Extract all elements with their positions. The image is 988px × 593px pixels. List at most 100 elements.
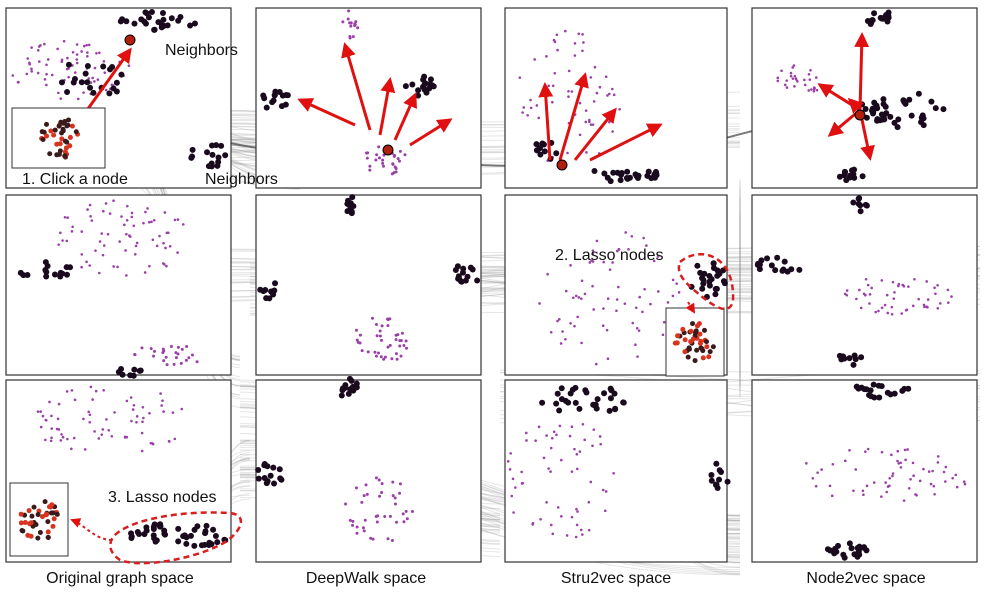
point [545, 501, 548, 504]
point [553, 150, 560, 157]
point [409, 81, 416, 88]
cluster-original-r2-bottom [115, 365, 144, 379]
point [580, 297, 583, 300]
point [374, 158, 378, 162]
cluster-node2vec-r3-bottom [824, 540, 870, 561]
thumbnail-point [26, 508, 32, 514]
cluster-node2vec-r3-top [853, 381, 912, 401]
point [270, 291, 277, 298]
point [345, 390, 352, 397]
point [926, 305, 929, 309]
point [525, 431, 528, 435]
point [551, 532, 555, 536]
point [876, 394, 883, 401]
point [783, 83, 787, 87]
thumbnail-point [696, 321, 702, 327]
point [549, 470, 552, 473]
panel-frame-stru2vec-row1 [504, 7, 728, 189]
point [30, 67, 33, 71]
point [75, 53, 79, 56]
point [805, 462, 808, 465]
point [255, 466, 262, 473]
point [162, 410, 165, 413]
point [574, 535, 578, 539]
point [601, 390, 608, 397]
point [358, 333, 362, 337]
point [666, 301, 670, 304]
point [784, 268, 791, 275]
point [276, 466, 283, 473]
point [708, 276, 715, 283]
point [57, 91, 60, 95]
point [862, 292, 866, 296]
thumbnail-point [66, 117, 72, 123]
point [59, 270, 66, 277]
point [533, 141, 540, 148]
point [756, 266, 763, 273]
point [756, 261, 763, 268]
point [135, 415, 139, 418]
point [607, 395, 614, 402]
point [814, 76, 818, 79]
point [884, 481, 887, 484]
point [803, 78, 806, 82]
point [100, 433, 104, 436]
point [386, 345, 390, 349]
thumbnail-point [22, 520, 28, 526]
point [93, 430, 96, 433]
point [171, 411, 175, 414]
point [573, 42, 577, 45]
point [173, 218, 177, 222]
point [160, 404, 163, 407]
point [85, 260, 88, 264]
point [377, 145, 381, 149]
point [576, 315, 579, 319]
point [383, 355, 387, 359]
point [874, 105, 881, 112]
point [66, 56, 69, 60]
thumbnail-point [45, 529, 51, 535]
point [602, 260, 606, 264]
point [615, 298, 619, 301]
point [602, 307, 605, 310]
point [260, 92, 267, 99]
point [66, 216, 69, 219]
point [144, 210, 147, 214]
point [82, 91, 85, 94]
point [552, 38, 556, 42]
thumbnail-point [60, 126, 66, 132]
point [950, 295, 953, 298]
point [564, 337, 567, 341]
point [65, 390, 69, 393]
point [912, 474, 915, 478]
point [568, 434, 572, 438]
arrow [341, 42, 372, 131]
point [699, 285, 706, 292]
point [427, 76, 434, 83]
point [113, 88, 120, 95]
point [75, 61, 79, 65]
point [195, 360, 199, 364]
point [141, 405, 145, 409]
point [706, 282, 713, 289]
point [148, 411, 151, 415]
point [846, 540, 853, 547]
point [348, 518, 352, 522]
point [181, 223, 185, 226]
point [587, 528, 591, 532]
point [88, 264, 91, 267]
cloud-original-r2 [57, 199, 185, 277]
point [653, 172, 660, 179]
point [131, 20, 138, 27]
point [857, 202, 864, 209]
point [20, 272, 27, 279]
point [592, 308, 595, 311]
point [896, 449, 900, 453]
point [89, 215, 92, 218]
point [576, 510, 579, 513]
point [857, 208, 864, 215]
point [533, 58, 536, 61]
point [572, 399, 579, 406]
point [395, 357, 399, 361]
cluster-node2vec-r2-bottom [836, 352, 865, 368]
